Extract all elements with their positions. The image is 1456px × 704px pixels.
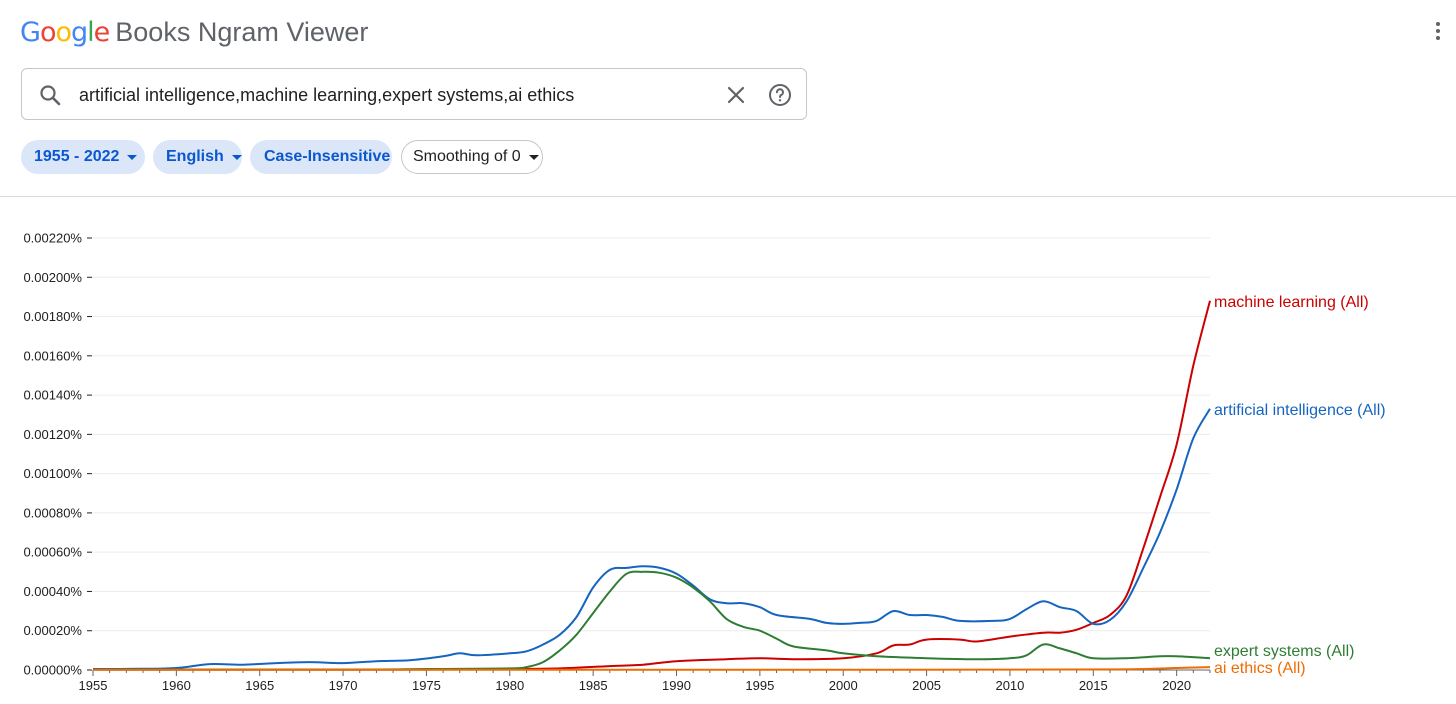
year-range-chip[interactable]: 1955 - 2022 (21, 140, 145, 174)
x-tick-label: 1995 (745, 678, 774, 693)
series-label-artificial-intelligence-all[interactable]: artificial intelligence (All) (1214, 402, 1386, 419)
y-tick-label: 0.00160% (23, 348, 82, 363)
y-tick-label: 0.00080% (23, 505, 82, 520)
x-tick-label: 1960 (162, 678, 191, 693)
y-tick-label: 0.00200% (23, 270, 82, 285)
x-tick-label: 2015 (1079, 678, 1108, 693)
chevron-down-icon (528, 154, 539, 160)
series-label-ai-ethics-all[interactable]: ai ethics (All) (1214, 660, 1306, 677)
y-tick-label: 0.00060% (23, 545, 82, 560)
x-tick-label: 1965 (245, 678, 274, 693)
series-line-ai-ethics-all[interactable] (93, 666, 1211, 671)
divider (0, 196, 1456, 197)
close-icon[interactable] (724, 83, 748, 107)
series-lines (92, 300, 1211, 671)
case-label: Case-Insensitive (264, 148, 391, 165)
y-tick-label: 0.00100% (23, 466, 82, 481)
series-line-artificial-intelligence-all[interactable] (92, 408, 1211, 670)
x-tick-label: 1990 (662, 678, 691, 693)
google-logo-letter: l (87, 16, 94, 48)
ngram-chart: 0.00000% 0.00020% 0.00040% 0.00060% 0.00080%… (23, 231, 1386, 694)
y-tick-label: 0.00120% (23, 427, 82, 442)
x-tick-label: 1970 (329, 678, 358, 693)
app-title: Books Ngram Viewer (115, 16, 369, 47)
smoothing-label: Smoothing of 0 (413, 148, 521, 165)
more-vert-icon[interactable] (1428, 16, 1448, 46)
series-label-expert-systems-all[interactable]: expert systems (All) (1214, 643, 1354, 660)
series-labels: machine learning (All) artificial intelli… (1214, 294, 1386, 677)
x-tick-label: 1980 (495, 678, 524, 693)
axes: 0.00000% 0.00020% 0.00040% 0.00060% 0.00080%… (23, 231, 1211, 693)
search-icon[interactable] (38, 83, 62, 107)
grid-lines (93, 237, 1210, 632)
series-line-expert-systems-all[interactable] (92, 570, 1211, 671)
google-logo-letter: o (55, 16, 72, 48)
x-tick-label: 1985 (579, 678, 608, 693)
y-tick-label: 0.00180% (23, 309, 82, 324)
corpus-chip[interactable]: English (153, 140, 242, 174)
smoothing-chip[interactable]: Smoothing of 0 (401, 140, 543, 174)
y-tick-label: 0.00040% (23, 584, 82, 599)
chevron-down-icon (127, 154, 138, 160)
search-input[interactable] (79, 81, 699, 109)
y-tick-label: 0.00220% (23, 231, 82, 246)
search-box (21, 68, 807, 120)
y-tick-label: 0.00000% (23, 663, 82, 678)
chevron-down-icon (231, 154, 242, 160)
x-tick-label: 2005 (912, 678, 941, 693)
google-books-ngram-logo[interactable]: Google Books Ngram Viewer (20, 14, 368, 50)
x-tick-label: 2000 (829, 678, 858, 693)
google-logo-letter: o (39, 16, 57, 48)
google-logo: Google (20, 16, 111, 48)
x-tick-label: 2020 (1162, 678, 1191, 693)
case-chip[interactable]: Case-Insensitive (250, 140, 392, 174)
google-logo-letter: e (93, 16, 111, 48)
help-icon[interactable] (768, 83, 792, 107)
x-tick-label: 1975 (412, 678, 441, 693)
y-tick-label: 0.00020% (23, 623, 82, 638)
corpus-label: English (166, 148, 224, 165)
x-tick-label: 2010 (995, 678, 1024, 693)
year-range-label: 1955 - 2022 (34, 148, 120, 165)
x-tick-label: 1955 (79, 678, 108, 693)
google-logo-letter: G (20, 16, 41, 48)
google-logo-letter: g (71, 16, 88, 48)
y-tick-label: 0.00140% (23, 388, 82, 403)
series-label-machine-learning-all[interactable]: machine learning (All) (1214, 294, 1369, 311)
